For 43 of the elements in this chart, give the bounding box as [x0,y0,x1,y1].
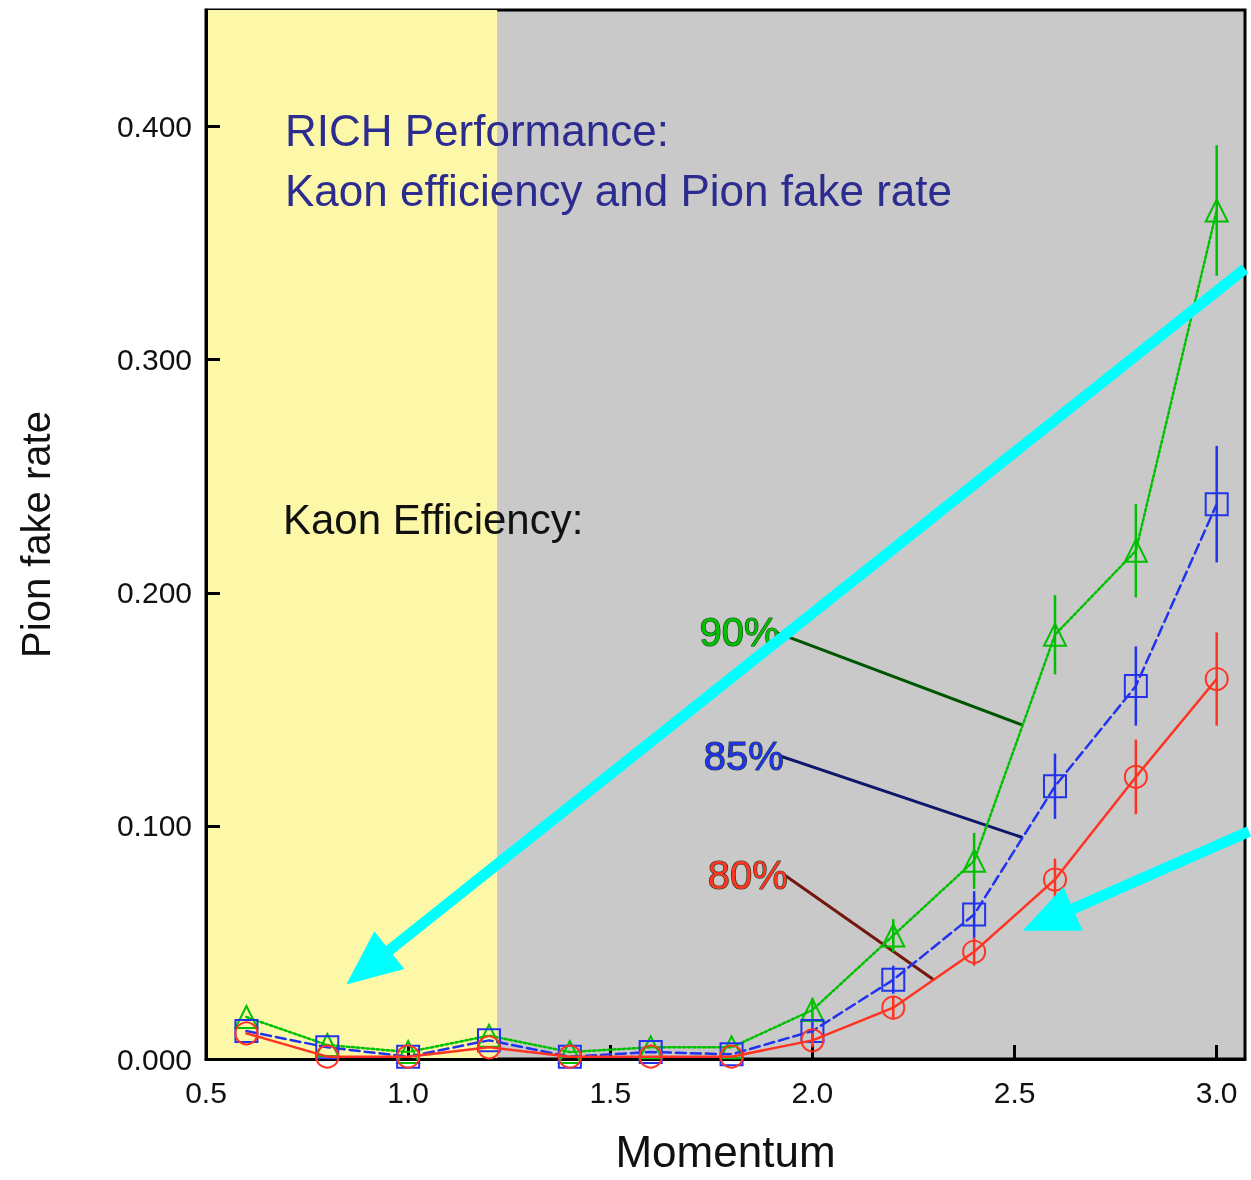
y-tick-label: 0.200 [116,576,192,610]
point [1043,867,1067,892]
point [1042,774,1067,799]
y-tick-label: 0.100 [116,809,192,843]
x-tick-label: 2.0 [791,1075,834,1109]
y-tick-label: 0.300 [116,343,192,377]
text: RICH Performance: [285,105,669,155]
point [234,1005,259,1030]
point [800,998,825,1023]
point [1204,198,1229,223]
text: 80% [707,852,788,897]
point [719,1035,744,1060]
point [881,967,906,992]
point [1123,764,1148,789]
text: Kaon efficiency and Pion fake rate [285,165,952,215]
y-tick-label: 0.000 [116,1042,192,1076]
point [881,923,906,948]
text: 85% [703,733,784,778]
point [962,939,987,964]
x-tick-label: 1.0 [387,1075,429,1109]
point [800,1028,825,1053]
x-tick-label: 0.5 [185,1075,227,1109]
x-axis-title: Momentum [615,1126,836,1176]
point [1204,667,1229,692]
point [638,1035,663,1060]
point [477,1028,501,1053]
point [800,1019,825,1044]
legend-title: Kaon Efficiency: [283,495,584,543]
x-tick-label: 3.0 [1195,1075,1238,1109]
point [477,1035,501,1060]
point [962,848,987,873]
y-tick-label: 0.400 [116,110,192,144]
point [1204,492,1229,517]
point [1123,674,1148,699]
x-tick-label: 2.5 [993,1075,1036,1109]
point [1123,538,1148,563]
point [881,995,906,1020]
y-axis-title: Pion fake rate [14,411,58,658]
point [1042,622,1067,647]
point [477,1023,501,1048]
x-tick-label: 1.5 [589,1075,632,1109]
point [962,902,987,927]
point [315,1044,340,1069]
